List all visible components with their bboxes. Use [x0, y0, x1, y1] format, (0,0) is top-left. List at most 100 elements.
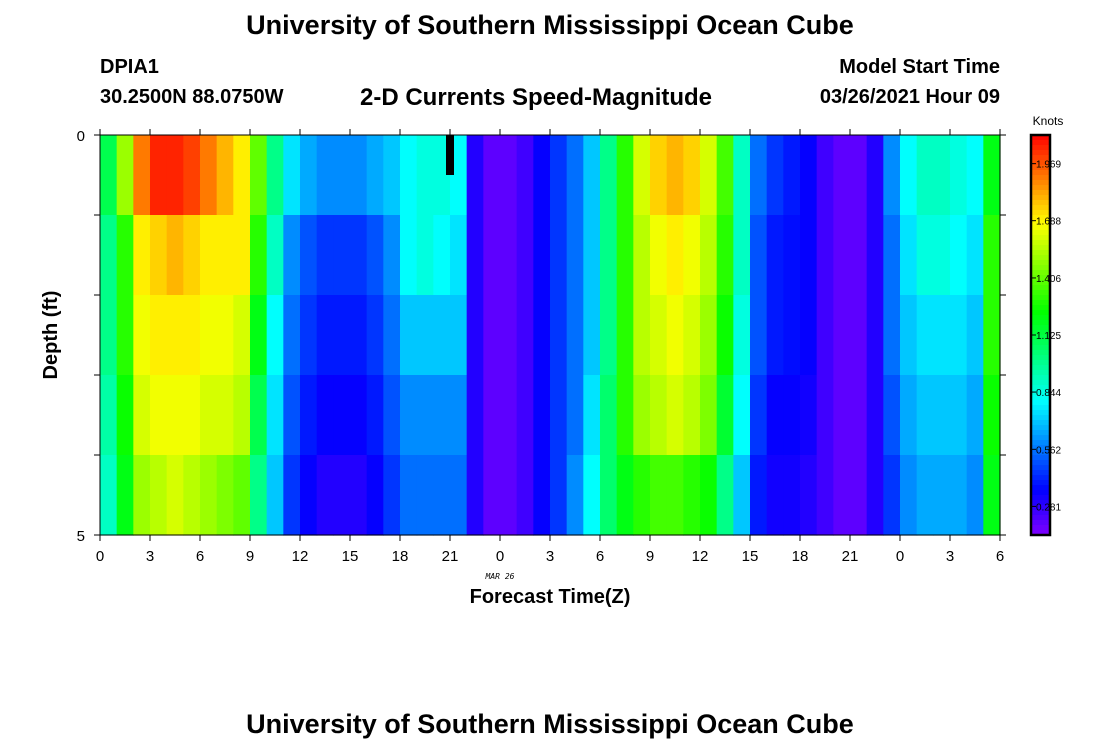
heatmap-cell [383, 295, 401, 376]
heatmap-cell [616, 455, 634, 536]
colorbar: Knots 1.969 1.688 1.406 1.125 0.844 0.562 0.28… [1029, 114, 1063, 537]
heatmap-cell [266, 135, 284, 216]
x-tick-label: 18 [792, 548, 809, 565]
heatmap-cell [283, 135, 301, 216]
heatmap-cell [450, 455, 468, 536]
heatmap-cell [300, 215, 318, 296]
heatmap-cell [583, 215, 601, 296]
heatmap-cell [350, 215, 368, 296]
model-start-value: 03/26/2021 Hour 09 [819, 86, 1000, 108]
heatmap-cell [500, 215, 518, 296]
y-tick-label: 0 [77, 128, 85, 145]
heatmap-cell [933, 295, 951, 376]
heatmap-cell [583, 135, 601, 216]
heatmap-cell [633, 135, 651, 216]
heatmap-cell [766, 215, 784, 296]
colorbar-segment [1031, 525, 1050, 531]
colorbar-segment [1031, 425, 1050, 431]
heatmap-cell [900, 295, 918, 376]
heatmap-cell [150, 455, 168, 536]
heatmap-cell [816, 455, 834, 536]
colorbar-segment [1031, 345, 1050, 351]
heatmap-cell [266, 295, 284, 376]
heatmap-cell [783, 455, 801, 536]
heatmap-cell [900, 215, 918, 296]
colorbar-segment [1031, 295, 1050, 301]
heatmap-cell [500, 375, 518, 456]
heatmap-cell [350, 375, 368, 456]
x-tick-label: 15 [742, 548, 759, 565]
date-label: MAR 26 [485, 572, 515, 581]
heatmap-cell [683, 375, 701, 456]
y-axis: 05 [77, 128, 1006, 545]
heatmap-cell [500, 295, 518, 376]
heatmap-cell [633, 375, 651, 456]
heatmap-cell [783, 295, 801, 376]
heatmap-cell [783, 135, 801, 216]
heatmap-cell [566, 455, 584, 536]
colorbar-segment [1031, 275, 1050, 281]
heatmap-cell [916, 215, 934, 296]
heatmap-cell [516, 135, 534, 216]
heatmap-cell [800, 135, 818, 216]
x-tick-label: 9 [246, 548, 254, 565]
heatmap-cell [500, 455, 518, 536]
heatmap-cell [450, 375, 468, 456]
station-coordinates: 30.2500N 88.0750W [100, 86, 284, 108]
missing-data-marker [446, 135, 454, 175]
colorbar-tick-label: 1.969 [1036, 160, 1061, 171]
heatmap-cell [100, 375, 118, 456]
colorbar-segment [1031, 245, 1050, 251]
colorbar-segment [1031, 515, 1050, 521]
colorbar-segment [1031, 225, 1050, 231]
heatmap-cell [233, 455, 251, 536]
heatmap-cell [616, 375, 634, 456]
heatmap-cell [383, 135, 401, 216]
heatmap-cell [566, 135, 584, 216]
heatmap-cell [616, 135, 634, 216]
heatmap-cell [183, 135, 201, 216]
heatmap-cell [883, 375, 901, 456]
colorbar-segment [1031, 150, 1050, 156]
heatmap-cell [316, 135, 334, 216]
heatmap-cell [716, 215, 734, 296]
colorbar-gradient [1031, 135, 1050, 536]
heatmap-cell [783, 215, 801, 296]
heatmap-cell [316, 455, 334, 536]
heatmap-cell [600, 455, 618, 536]
heatmap-cell [350, 135, 368, 216]
heatmap-cell [116, 375, 134, 456]
heatmap-cell [366, 375, 384, 456]
heatmap-cell [733, 135, 751, 216]
chart-title: 2-D Currents Speed-Magnitude [360, 84, 713, 111]
colorbar-segment [1031, 170, 1050, 176]
heatmap-cell [716, 375, 734, 456]
heatmap-cell [483, 135, 501, 216]
heatmap-cell [600, 135, 618, 216]
colorbar-segment [1031, 155, 1050, 161]
colorbar-segment [1031, 460, 1050, 466]
colorbar-tick-label: 1.406 [1036, 274, 1061, 285]
heatmap-cell [250, 375, 268, 456]
heatmap-cell [650, 375, 668, 456]
colorbar-segment [1031, 270, 1050, 276]
colorbar-segment [1031, 305, 1050, 311]
heatmap-cell [666, 375, 684, 456]
colorbar-segment [1031, 205, 1050, 211]
colorbar-segment [1031, 530, 1050, 536]
heatmap-cell [850, 375, 868, 456]
heatmap-cell [750, 455, 768, 536]
heatmap-cell [983, 455, 1001, 536]
heatmap-cell [550, 295, 568, 376]
heatmap-cell [383, 215, 401, 296]
heatmap-cell [533, 375, 551, 456]
heatmap-cell [966, 295, 984, 376]
colorbar-segment [1031, 360, 1050, 366]
colorbar-segment [1031, 200, 1050, 206]
heatmap-cell [200, 295, 218, 376]
heatmap-cell [833, 215, 851, 296]
heatmap-cell [583, 295, 601, 376]
heatmap-cell [650, 455, 668, 536]
heatmap-cell [750, 375, 768, 456]
colorbar-segment [1031, 335, 1050, 341]
